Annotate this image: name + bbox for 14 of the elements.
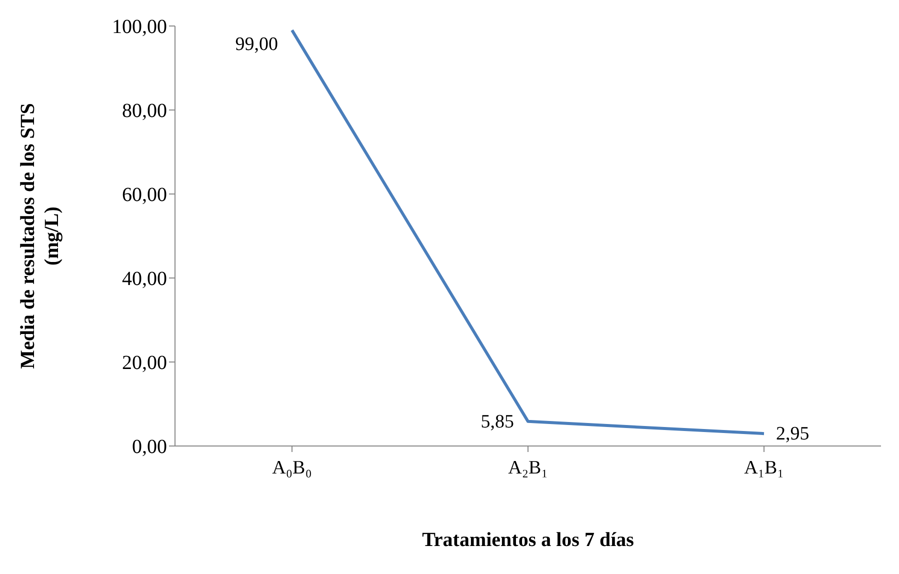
y-tick-label: 80,00 <box>122 100 167 122</box>
x-axis-title: Tratamientos a los 7 días <box>422 529 634 551</box>
x-tick-label: A₂B₁ <box>508 457 548 478</box>
x-tick-label: A₁B₁ <box>744 457 784 478</box>
data-label: 2,95 <box>776 424 810 445</box>
data-label: 99,00 <box>235 34 278 56</box>
x-tick-label: A₀B₀ <box>272 457 312 478</box>
y-tick-label: 40,00 <box>122 268 167 290</box>
y-tick-label: 60,00 <box>122 184 167 206</box>
y-axis-title: Media de resultados de los STS (mg/L) <box>17 103 63 369</box>
y-tick-label: 100,00 <box>112 16 167 38</box>
data-label: 5,85 <box>480 411 514 432</box>
y-tick-label: 0,00 <box>132 436 167 458</box>
y-tick-label: 20,00 <box>122 352 167 374</box>
